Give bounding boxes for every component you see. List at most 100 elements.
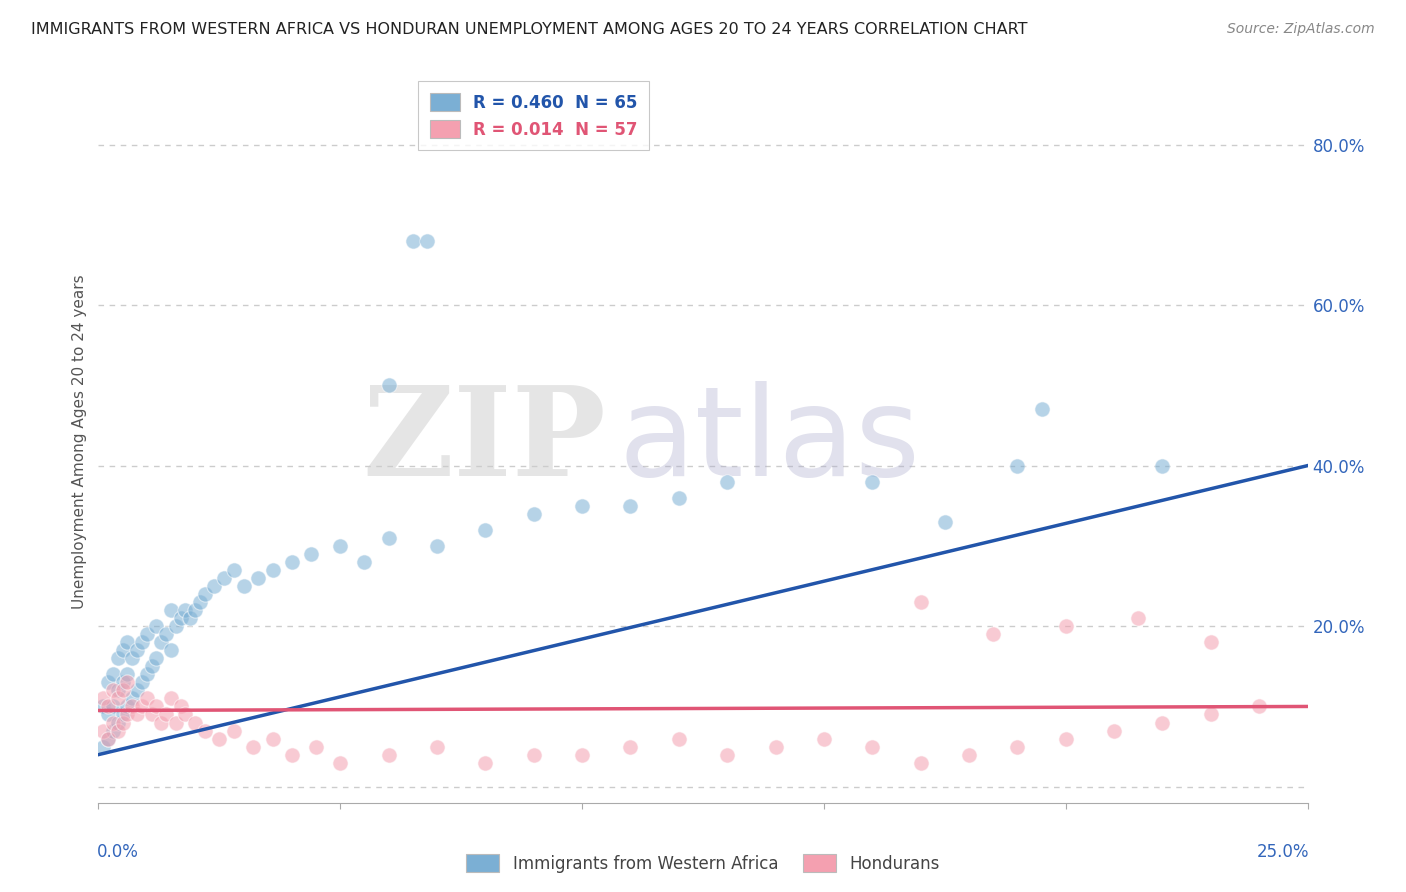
Point [107, 691, 129, 706]
Point [184, 715, 207, 730]
Point [111, 643, 134, 657]
Point [131, 635, 153, 649]
Point [150, 715, 173, 730]
Point [242, 739, 264, 754]
Point [97, 699, 120, 714]
Point [204, 579, 226, 593]
Point [247, 571, 270, 585]
Point [117, 675, 139, 690]
Point [416, 234, 439, 248]
Point [716, 747, 738, 762]
Point [131, 699, 153, 714]
Point [1007, 458, 1029, 473]
Point [668, 491, 690, 505]
Point [1054, 731, 1077, 746]
Text: 25.0%: 25.0% [1257, 843, 1309, 861]
Point [934, 515, 956, 529]
Point [91, 691, 114, 706]
Point [571, 499, 593, 513]
Point [141, 707, 163, 722]
Point [131, 675, 153, 690]
Point [107, 683, 129, 698]
Point [111, 715, 134, 730]
Point [160, 643, 183, 657]
Point [97, 731, 120, 746]
Point [957, 747, 980, 762]
Point [179, 611, 201, 625]
Point [121, 699, 143, 714]
Point [329, 756, 352, 770]
Point [101, 723, 124, 738]
Point [860, 739, 883, 754]
Point [571, 747, 593, 762]
Point [160, 603, 183, 617]
Point [910, 756, 932, 770]
Point [1054, 619, 1077, 633]
Point [121, 651, 143, 665]
Point [1102, 723, 1125, 738]
Point [97, 675, 120, 690]
Point [1199, 635, 1222, 649]
Point [523, 507, 546, 521]
Point [117, 707, 139, 722]
Point [141, 659, 163, 673]
Point [121, 691, 143, 706]
Point [212, 571, 235, 585]
Point [165, 715, 187, 730]
Point [188, 595, 211, 609]
Point [117, 699, 139, 714]
Point [222, 563, 245, 577]
Point [194, 723, 217, 738]
Point [619, 499, 641, 513]
Point [910, 595, 932, 609]
Point [262, 731, 284, 746]
Point [1249, 699, 1271, 714]
Point [377, 378, 399, 392]
Point [1152, 715, 1174, 730]
Point [160, 691, 183, 706]
Text: IMMIGRANTS FROM WESTERN AFRICA VS HONDURAN UNEMPLOYMENT AMONG AGES 20 TO 24 YEAR: IMMIGRANTS FROM WESTERN AFRICA VS HONDUR… [31, 22, 1028, 37]
Point [281, 555, 304, 569]
Point [145, 699, 167, 714]
Point [101, 667, 124, 681]
Point [329, 539, 352, 553]
Point [1128, 611, 1150, 625]
Point [107, 723, 129, 738]
Text: Source: ZipAtlas.com: Source: ZipAtlas.com [1227, 22, 1375, 37]
Point [117, 667, 139, 681]
Point [222, 723, 245, 738]
Point [426, 539, 449, 553]
Point [127, 707, 149, 722]
Point [474, 756, 496, 770]
Point [716, 475, 738, 489]
Point [184, 603, 207, 617]
Point [111, 707, 134, 722]
Point [813, 731, 835, 746]
Point [299, 547, 322, 561]
Legend: R = 0.460  N = 65, R = 0.014  N = 57: R = 0.460 N = 65, R = 0.014 N = 57 [418, 81, 650, 151]
Point [305, 739, 328, 754]
Text: ZIP: ZIP [363, 381, 606, 502]
Point [165, 619, 187, 633]
Point [91, 739, 114, 754]
Point [91, 699, 114, 714]
Point [262, 563, 284, 577]
Point [91, 723, 114, 738]
Point [377, 531, 399, 545]
Point [127, 683, 149, 698]
Point [155, 707, 177, 722]
Point [135, 667, 157, 681]
Point [101, 683, 124, 698]
Point [619, 739, 641, 754]
Point [150, 635, 173, 649]
Point [402, 234, 425, 248]
Point [127, 643, 149, 657]
Point [981, 627, 1004, 641]
Point [174, 603, 197, 617]
Point [169, 699, 191, 714]
Point [107, 715, 129, 730]
Point [174, 707, 197, 722]
Point [145, 619, 167, 633]
Point [377, 747, 399, 762]
Point [668, 731, 690, 746]
